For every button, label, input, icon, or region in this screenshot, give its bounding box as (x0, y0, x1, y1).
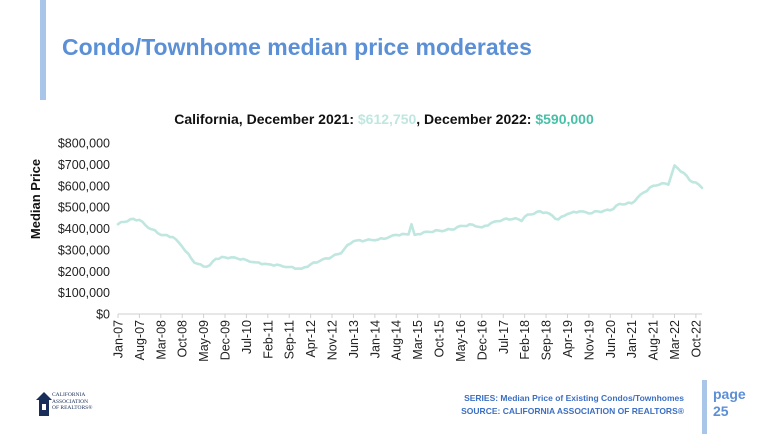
subtitle-value-2022: $590,000 (535, 111, 594, 127)
y-tick-label: $600,000 (58, 179, 110, 193)
y-tick-label: $100,000 (58, 286, 110, 300)
series-text: SERIES: Median Price of Existing Condos/… (464, 393, 684, 403)
x-tick-label: Feb-18 (518, 320, 532, 360)
y-tick-label: $300,000 (58, 243, 110, 257)
x-tick-label: Sep-11 (283, 320, 297, 359)
subtitle-prefix: California, December 2021: (174, 111, 358, 127)
x-tick-label: Feb-11 (261, 320, 275, 359)
x-tick-label: Jul-17 (497, 320, 511, 354)
series-source-note: SERIES: Median Price of Existing Condos/… (461, 392, 684, 418)
subtitle-value-2021: $612,750 (357, 111, 417, 127)
subtitle-mid: , December 2022: (416, 111, 536, 127)
x-tick-label: May-09 (197, 320, 211, 362)
x-tick-label: Oct-22 (689, 320, 703, 358)
car-logo: CALIFORNIA ASSOCIATION OF REALTORS® (36, 390, 106, 424)
x-tick-label: Jan-21 (625, 320, 639, 358)
x-tick-label: Jan-07 (112, 320, 126, 358)
x-tick-label: Aug-07 (133, 320, 147, 360)
x-tick-label: Aug-21 (647, 320, 661, 360)
chart-subtitle: California, December 2021: $612,750, Dec… (0, 111, 768, 127)
x-tick-label: Mar-15 (411, 320, 425, 360)
logo-text: CALIFORNIA ASSOCIATION OF REALTORS® (52, 392, 93, 411)
page-number-value: 25 (713, 403, 729, 419)
y-axis: $0 $100,000 $200,000 $300,000 $400,000 $500,0… (58, 137, 110, 322)
slide-title: Condo/Townhome median price moderates (62, 34, 532, 60)
house-logo-icon (36, 392, 52, 416)
y-tick-label: $400,000 (58, 222, 110, 236)
x-tick-label: Jan-14 (368, 320, 382, 358)
x-tick-label: Mar-22 (668, 320, 682, 360)
page-number: page 25 (713, 386, 746, 420)
y-tick-label: $0 (96, 308, 110, 322)
x-tick-label: Oct-08 (176, 320, 190, 358)
page-word: page (713, 386, 746, 402)
x-tick-label: Dec-16 (475, 320, 489, 360)
x-tick-label: Jun-20 (604, 320, 618, 358)
x-tick-label: May-16 (454, 320, 468, 362)
x-tick-label: Jun-13 (347, 320, 361, 358)
y-tick-label: $500,000 (58, 201, 110, 215)
x-tick-label: Nov-12 (326, 320, 340, 360)
median-price-series-line (116, 164, 704, 270)
x-tick-label: Dec-09 (219, 320, 233, 360)
x-tick-label: Apr-12 (304, 320, 318, 358)
y-tick-label: $200,000 (58, 265, 110, 279)
source-text: SOURCE: CALIFORNIA ASSOCIATION OF REALTO… (461, 406, 684, 416)
x-tick-label: Jul-10 (240, 320, 254, 354)
x-tick-label: Nov-19 (582, 320, 596, 360)
y-tick-label: $700,000 (58, 158, 110, 172)
x-axis: Jan-07 Aug-07 Mar-08 Oct-08 May-09 Dec-09 Jul-… (112, 313, 703, 362)
x-tick-label: Oct-15 (433, 320, 447, 358)
x-tick-label: Apr-19 (561, 320, 575, 358)
y-axis-label: Median Price (28, 159, 43, 239)
y-tick-label: $800,000 (58, 137, 110, 151)
x-tick-label: Sep-18 (540, 320, 554, 360)
title-accent-bar (40, 0, 46, 100)
x-tick-label: Aug-14 (390, 320, 404, 360)
x-tick-label: Mar-08 (154, 320, 168, 360)
page-accent-bar (702, 380, 707, 434)
